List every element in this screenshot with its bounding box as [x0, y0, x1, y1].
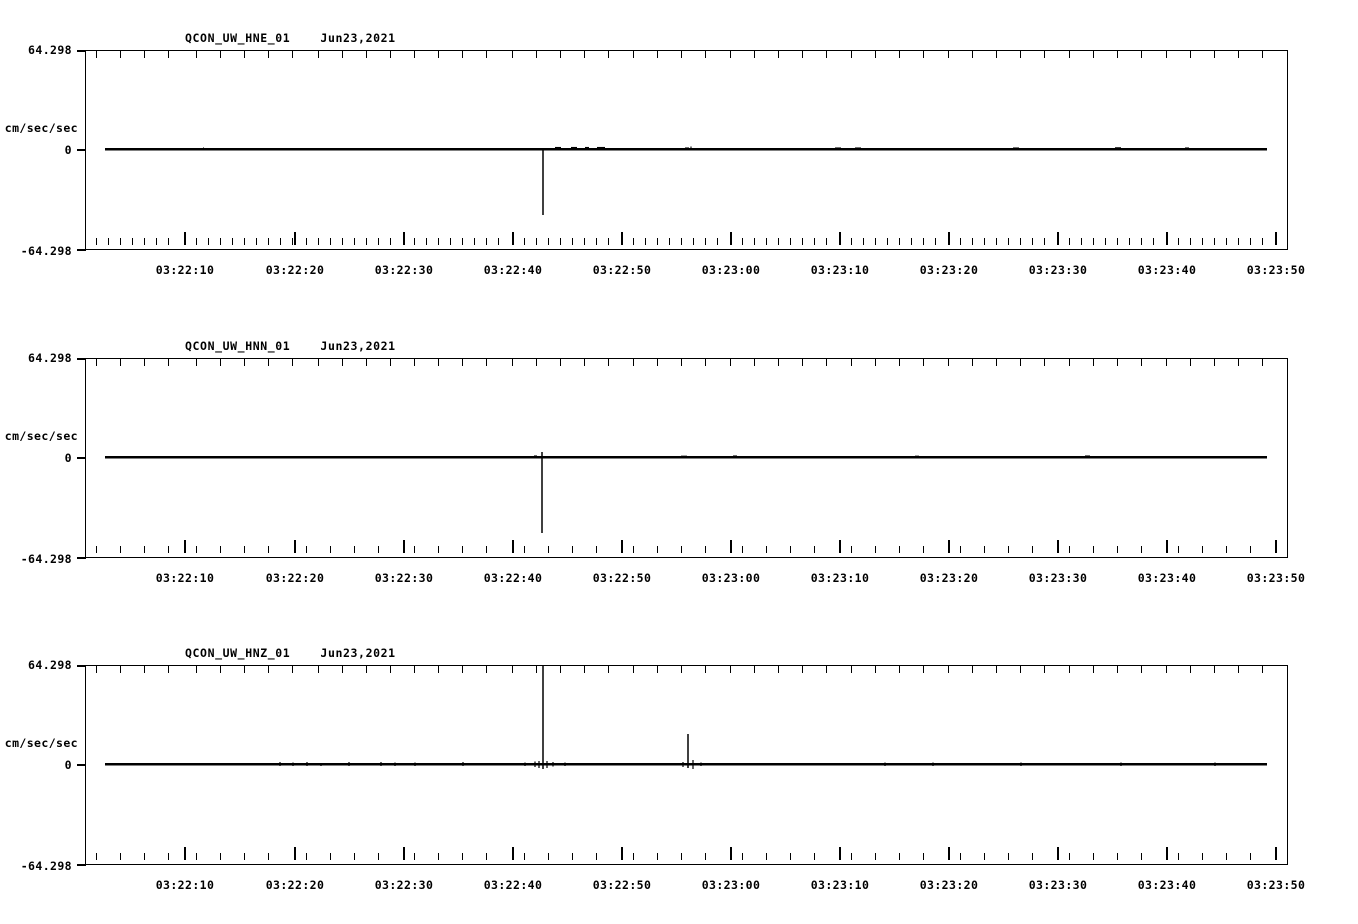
seismogram-panel-hnn: QCON_UW_HNN_01 Jun23,2021 64.298 cm/sec/…	[0, 308, 1358, 616]
x-tick-label: 03:23:50	[1246, 263, 1306, 277]
y-tick-min-hne	[77, 249, 86, 251]
x-tick-label: 03:22:40	[483, 878, 543, 892]
y-axis-min-label-hne: -64.298	[20, 244, 72, 258]
x-tick-label: 03:22:40	[483, 263, 543, 277]
x-tick-label: 03:22:10	[155, 571, 215, 585]
y-tick-zero-hnn	[77, 457, 86, 459]
y-axis-zero-label-hnn: 0	[64, 451, 72, 465]
x-tick-label: 03:23:10	[810, 878, 870, 892]
waveform-trace-hnn	[105, 452, 1267, 533]
panel-title-hnz: QCON_UW_HNZ_01 Jun23,2021	[185, 646, 396, 660]
x-tick-label: 03:23:10	[810, 263, 870, 277]
x-tick-label: 03:23:40	[1137, 878, 1197, 892]
y-tick-zero-hne	[77, 149, 86, 151]
panel-title-hnn: QCON_UW_HNN_01 Jun23,2021	[185, 339, 396, 353]
y-axis-unit-label-hne: cm/sec/sec	[4, 121, 78, 135]
y-tick-max-hnz	[77, 665, 86, 667]
y-tick-max-hne	[77, 50, 86, 52]
x-tick-label: 03:22:10	[155, 878, 215, 892]
y-axis-min-label-hnn: -64.298	[20, 552, 72, 566]
x-tick-label: 03:22:50	[592, 571, 652, 585]
x-tick-label: 03:22:30	[374, 263, 434, 277]
x-tick-label: 03:23:40	[1137, 571, 1197, 585]
y-axis-unit-label-hnz: cm/sec/sec	[4, 736, 78, 750]
x-tick-label: 03:23:00	[701, 571, 761, 585]
x-tick-label: 03:23:10	[810, 571, 870, 585]
y-tick-max-hnn	[77, 358, 86, 360]
x-tick-label: 03:22:30	[374, 878, 434, 892]
y-tick-zero-hnz	[77, 764, 86, 766]
y-tick-min-hnn	[77, 557, 86, 559]
y-tick-min-hnz	[77, 864, 86, 866]
y-axis-max-label-hnn: 64.298	[28, 351, 72, 365]
x-tick-label: 03:22:50	[592, 878, 652, 892]
x-tick-label: 03:22:30	[374, 571, 434, 585]
x-tick-label: 03:23:00	[701, 263, 761, 277]
x-tick-label: 03:23:20	[919, 878, 979, 892]
x-tick-label: 03:23:20	[919, 263, 979, 277]
x-tick-label: 03:23:50	[1246, 571, 1306, 585]
x-tick-label: 03:22:10	[155, 263, 215, 277]
seismogram-panel-hne: QCON_UW_HNE_01 Jun23,2021 64.298 cm/sec/…	[0, 0, 1358, 308]
panel-title-hne: QCON_UW_HNE_01 Jun23,2021	[185, 31, 396, 45]
y-axis-min-label-hnz: -64.298	[20, 859, 72, 873]
y-axis-max-label-hnz: 64.298	[28, 658, 72, 672]
x-tick-label: 03:22:20	[265, 878, 325, 892]
x-tick-label: 03:23:30	[1028, 263, 1088, 277]
x-tick-label: 03:23:40	[1137, 263, 1197, 277]
x-tick-label: 03:22:50	[592, 263, 652, 277]
y-axis-zero-label-hne: 0	[64, 143, 72, 157]
x-tick-label: 03:23:00	[701, 878, 761, 892]
y-axis-max-label-hne: 64.298	[28, 43, 72, 57]
x-tick-label: 03:23:30	[1028, 571, 1088, 585]
x-tick-label: 03:23:50	[1246, 878, 1306, 892]
waveform-trace-hnz	[105, 666, 1267, 769]
seismogram-panel-hnz: QCON_UW_HNZ_01 Jun23,2021 64.298 cm/sec/…	[0, 615, 1358, 924]
x-tick-label: 03:22:40	[483, 571, 543, 585]
waveform-trace-hne	[105, 146, 1267, 215]
x-tick-label: 03:23:30	[1028, 878, 1088, 892]
y-axis-zero-label-hnz: 0	[64, 758, 72, 772]
x-tick-label: 03:22:20	[265, 263, 325, 277]
x-tick-label: 03:23:20	[919, 571, 979, 585]
y-axis-unit-label-hnn: cm/sec/sec	[4, 429, 78, 443]
x-tick-label: 03:22:20	[265, 571, 325, 585]
